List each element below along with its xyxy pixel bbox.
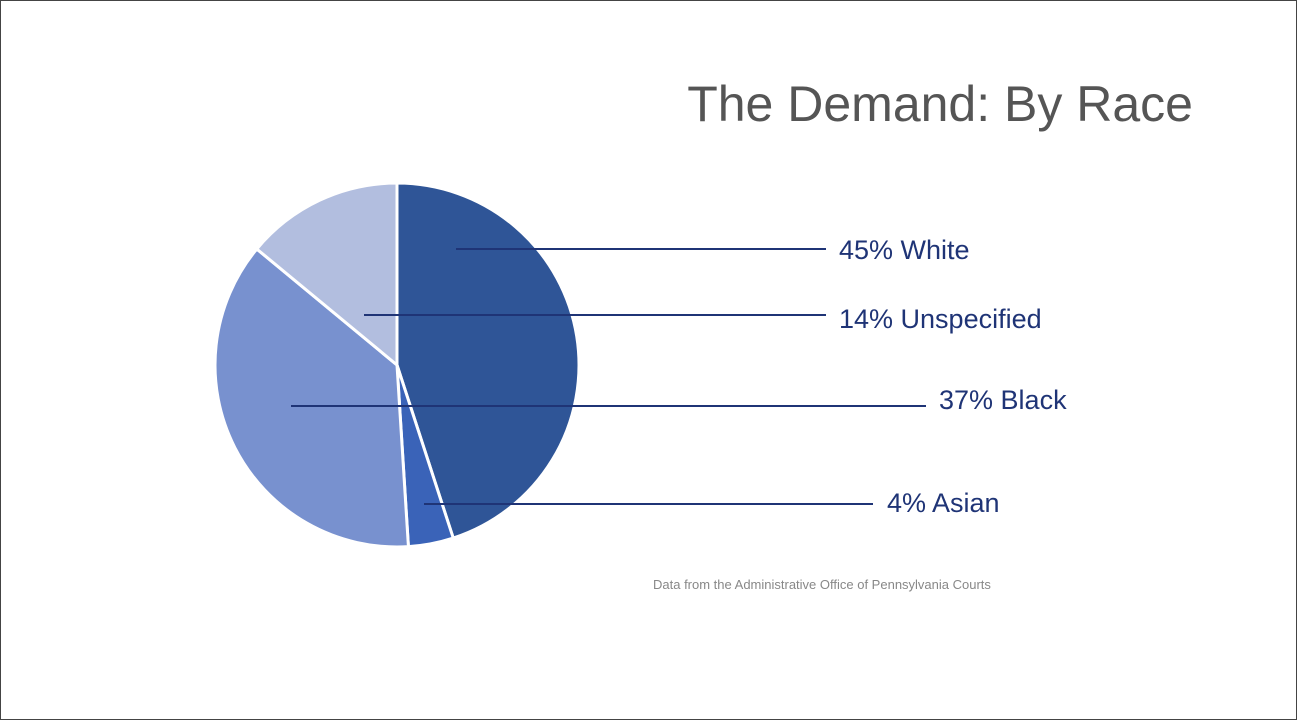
data-label-unspecified: 14% Unspecified (839, 304, 1042, 334)
data-label-black: 37% Black (939, 385, 1067, 415)
slide-title: The Demand: By Race (687, 76, 1193, 132)
pie-slice-black (213, 247, 410, 549)
pie-slices (213, 181, 581, 549)
data-label-white: 45% White (839, 235, 970, 265)
data-label-asian: 4% Asian (887, 488, 1000, 518)
pie-chart: 45% White 4% Asian 37% Black 14% Unspecifie… (213, 181, 1067, 549)
source-note: Data from the Administrative Office of P… (653, 577, 991, 592)
pie-labels: 45% White 4% Asian 37% Black 14% Unspecifie… (291, 235, 1067, 518)
pie-slice-unspecified (255, 181, 399, 367)
